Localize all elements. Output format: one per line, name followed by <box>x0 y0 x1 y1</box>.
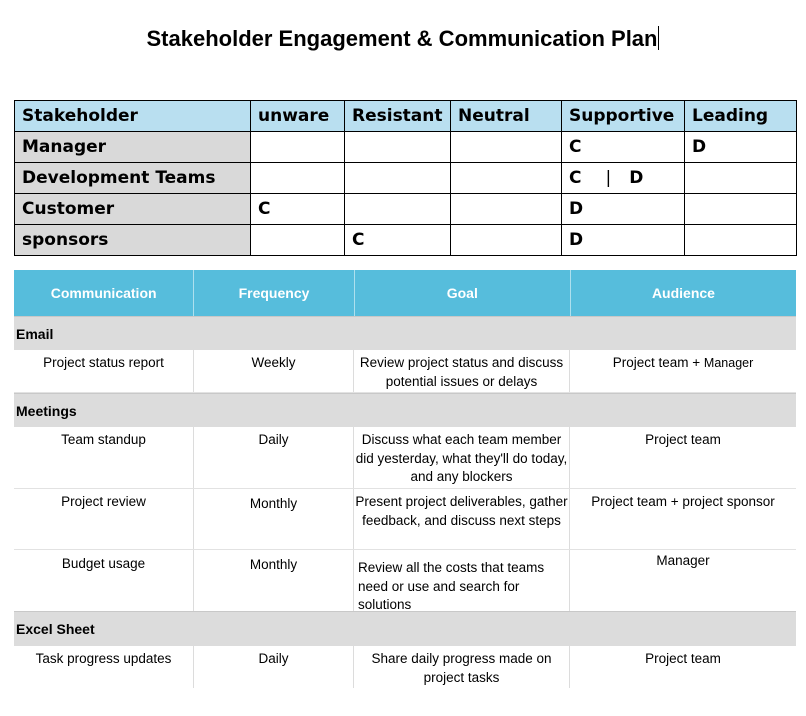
current-marker: C <box>569 168 582 188</box>
comm-header-audience: Audience <box>651 285 715 301</box>
audience-cell[interactable]: Project team + project sponsor <box>591 494 775 509</box>
matrix-row-customer: Customer C D <box>14 193 797 225</box>
stakeholder-name: sponsors <box>14 224 251 256</box>
matrix-header-neutral: Neutral <box>450 100 562 132</box>
communication-cell[interactable]: Budget usage <box>14 550 194 611</box>
page-title: Stakeholder Engagement & Communication P… <box>0 26 806 52</box>
stakeholder-name: Customer <box>14 193 251 225</box>
audience-cell[interactable]: Project team + Manager <box>570 350 796 392</box>
stakeholder-matrix: Stakeholder unware Resistant Neutral Sup… <box>14 100 797 256</box>
matrix-cell[interactable]: C | D <box>561 162 685 194</box>
matrix-header-resistant: Resistant <box>344 100 451 132</box>
matrix-header-stakeholder: Stakeholder <box>14 100 251 132</box>
table-row: Project review Monthly Present project d… <box>14 489 796 550</box>
matrix-cell[interactable] <box>684 193 797 225</box>
text-cursor <box>658 26 660 50</box>
comm-header-row: Communication Frequency Goal Audience <box>14 270 796 316</box>
goal-cell[interactable]: Present project deliverables, gather fee… <box>354 489 570 549</box>
comm-header-goal: Goal <box>355 270 571 316</box>
separator: | <box>605 168 612 188</box>
frequency-cell[interactable]: Daily <box>194 427 354 488</box>
comm-header-communication: Communication <box>14 270 195 316</box>
goal-cell[interactable]: Review all the costs that teams need or … <box>354 550 570 612</box>
matrix-cell[interactable] <box>344 162 451 194</box>
matrix-header-leading: Leading <box>684 100 797 132</box>
comm-header-frequency: Frequency <box>194 270 355 316</box>
matrix-cell[interactable]: C <box>561 131 685 163</box>
section-email: Email <box>14 316 796 350</box>
matrix-cell[interactable] <box>450 193 562 225</box>
matrix-cell[interactable] <box>684 162 797 194</box>
communication-cell[interactable]: Task progress updates <box>14 646 194 688</box>
matrix-cell[interactable] <box>250 162 345 194</box>
matrix-cell[interactable]: D <box>561 193 685 225</box>
matrix-cell[interactable] <box>344 131 451 163</box>
table-row: Team standup Daily Discuss what each tea… <box>14 427 796 489</box>
title-text: Stakeholder Engagement & Communication P… <box>146 26 658 51</box>
matrix-cell[interactable] <box>450 224 562 256</box>
matrix-row-development-teams: Development Teams C | D <box>14 162 797 194</box>
matrix-header-row: Stakeholder unware Resistant Neutral Sup… <box>14 100 797 132</box>
matrix-header-supportive: Supportive <box>561 100 685 132</box>
matrix-cell[interactable]: D <box>684 131 797 163</box>
goal-cell[interactable]: Share daily progress made on project tas… <box>354 646 570 688</box>
communication-cell[interactable]: Project status report <box>14 350 194 392</box>
table-row: Project status report Weekly Review proj… <box>14 350 796 393</box>
matrix-row-manager: Manager C D <box>14 131 797 163</box>
desired-marker: D <box>629 168 644 188</box>
frequency-cell[interactable]: Daily <box>194 646 354 688</box>
matrix-cell[interactable] <box>250 224 345 256</box>
matrix-cell[interactable]: C <box>250 193 345 225</box>
matrix-row-sponsors: sponsors C D <box>14 224 797 256</box>
matrix-cell[interactable] <box>684 224 797 256</box>
table-row: Budget usage Monthly Review all the cost… <box>14 550 796 612</box>
section-excel-sheet: Excel Sheet <box>14 611 796 646</box>
audience-text: Project team + <box>612 355 701 370</box>
communication-cell[interactable]: Project review <box>14 489 194 549</box>
stakeholder-name: Manager <box>14 131 251 163</box>
matrix-cell[interactable]: C <box>344 224 451 256</box>
frequency-cell[interactable]: Monthly <box>194 550 354 611</box>
audience-cell[interactable]: Project team <box>645 432 721 447</box>
audience-extra: Manager <box>703 356 754 370</box>
goal-cell[interactable]: Review project status and discuss potent… <box>354 350 570 392</box>
audience-cell[interactable]: Manager <box>656 553 710 568</box>
matrix-cell[interactable] <box>450 131 562 163</box>
matrix-cell[interactable] <box>450 162 562 194</box>
matrix-cell[interactable] <box>250 131 345 163</box>
stakeholder-name: Development Teams <box>14 162 251 194</box>
matrix-header-unaware: unware <box>250 100 345 132</box>
matrix-cell[interactable] <box>344 193 451 225</box>
table-row: Task progress updates Daily Share daily … <box>14 646 796 688</box>
audience-cell[interactable]: Project team <box>645 651 721 666</box>
section-meetings: Meetings <box>14 393 796 427</box>
frequency-cell[interactable]: Weekly <box>194 350 354 392</box>
communication-cell[interactable]: Team standup <box>14 427 194 488</box>
frequency-cell[interactable]: Monthly <box>194 489 354 549</box>
communication-plan-table: Communication Frequency Goal Audience Em… <box>14 270 796 688</box>
matrix-cell[interactable]: D <box>561 224 685 256</box>
goal-cell[interactable]: Discuss what each team member did yester… <box>354 427 570 488</box>
